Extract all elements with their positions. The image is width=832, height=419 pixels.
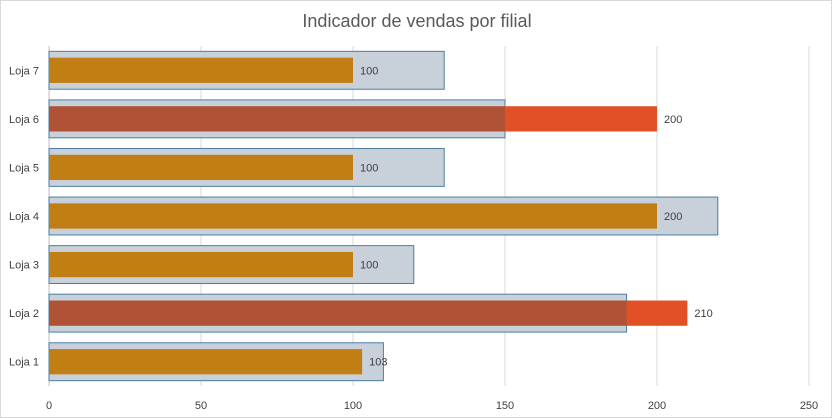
category-label: Loja 2 (9, 308, 39, 320)
sales-bar (49, 349, 363, 375)
sales-bar-over-target (626, 300, 688, 326)
category-label: Loja 6 (9, 114, 39, 126)
category-label: Loja 1 (9, 357, 39, 369)
data-label: 103 (369, 357, 387, 369)
data-label: 100 (360, 65, 378, 77)
category-label: Loja 4 (9, 211, 39, 223)
chart-title: Indicador de vendas por filial (302, 11, 532, 31)
category-label: Loja 3 (9, 260, 39, 272)
data-label: 100 (360, 260, 378, 272)
category-label: Loja 7 (9, 65, 39, 77)
sales-bar (49, 154, 353, 181)
sales-bar (49, 203, 657, 229)
x-tick-label: 0 (46, 400, 52, 412)
x-tick-label: 150 (496, 400, 514, 412)
bars (48, 50, 719, 382)
sales-bar-within-target (49, 300, 627, 326)
x-tick-label: 200 (648, 400, 666, 412)
data-label: 200 (664, 114, 682, 126)
data-label: 200 (664, 211, 682, 223)
sales-bar (49, 57, 353, 83)
x-tick-label: 250 (800, 400, 818, 412)
data-label: 100 (360, 162, 378, 174)
category-label: Loja 5 (9, 162, 39, 174)
x-tick-label: 100 (344, 400, 362, 412)
sales-bar-over-target (505, 106, 657, 132)
data-label: 210 (694, 308, 712, 320)
sales-bar (49, 251, 353, 278)
sales-bar-within-target (49, 106, 505, 132)
x-tick-label: 50 (195, 400, 207, 412)
labels: 0 50 100 150 200 250 Loja 1 103 Loja 2 210 Loja 3 1… (9, 65, 818, 412)
